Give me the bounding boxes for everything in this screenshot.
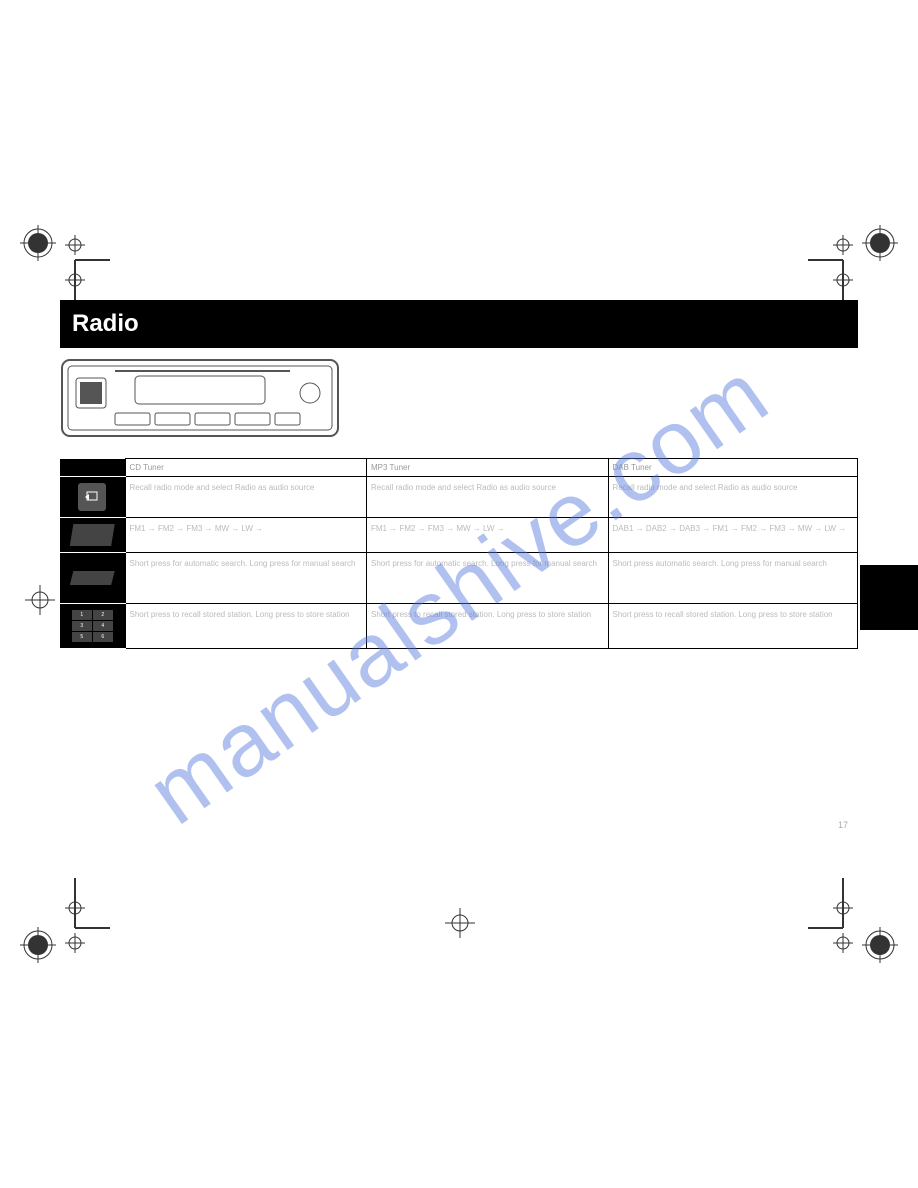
car-radio-diagram bbox=[60, 358, 340, 438]
table-row: Short press for automatic search. Long p… bbox=[60, 553, 858, 604]
band-button-icon bbox=[70, 524, 115, 546]
row-label-preset: 123456 bbox=[60, 604, 125, 649]
source-icon bbox=[78, 483, 106, 511]
cell: FM1 → FM2 → FM3 → MW → LW → bbox=[367, 518, 609, 553]
crop-mark-bottom-center bbox=[430, 893, 490, 953]
row-label-source bbox=[60, 477, 125, 518]
cell: Short press automatic search. Long press… bbox=[608, 553, 858, 604]
table-row: FM1 → FM2 → FM3 → MW → LW → FM1 → FM2 → … bbox=[60, 518, 858, 553]
cell: Short press for automatic search. Long p… bbox=[367, 553, 609, 604]
side-page-tab bbox=[860, 565, 918, 630]
col-header-dab: DAB Tuner bbox=[608, 459, 858, 477]
preset-buttons-icon: 123456 bbox=[72, 610, 113, 642]
row-label-band bbox=[60, 518, 125, 553]
cell: Recall radio mode and select Radio as au… bbox=[367, 477, 609, 518]
row-label-tune bbox=[60, 553, 125, 604]
table-row: 123456 Short press to recall stored stat… bbox=[60, 604, 858, 649]
page-content: Radio CD Tuner MP bbox=[60, 300, 858, 649]
cell: FM1 → FM2 → FM3 → MW → LW → bbox=[125, 518, 367, 553]
col-header-empty bbox=[60, 459, 125, 477]
cell: Short press to recall stored station. Lo… bbox=[125, 604, 367, 649]
cell: DAB1 → DAB2 → DAB3 → FM1 → FM2 → FM3 → M… bbox=[608, 518, 858, 553]
col-header-mp3: MP3 Tuner bbox=[367, 459, 609, 477]
cell: Recall radio mode and select Radio as au… bbox=[125, 477, 367, 518]
crop-mark-bottom-left bbox=[20, 873, 110, 963]
cell: Short press to recall stored station. Lo… bbox=[367, 604, 609, 649]
page-number: 17 bbox=[838, 820, 848, 830]
crop-mark-side-left bbox=[15, 575, 65, 625]
col-header-cd: CD Tuner bbox=[125, 459, 367, 477]
tune-button-icon bbox=[70, 571, 115, 585]
cell: Short press for automatic search. Long p… bbox=[125, 553, 367, 604]
section-title: Radio bbox=[72, 310, 139, 338]
radio-functions-table: CD Tuner MP3 Tuner DAB Tuner Recall radi… bbox=[60, 458, 858, 649]
table-row: Recall radio mode and select Radio as au… bbox=[60, 477, 858, 518]
cell: Recall radio mode and select Radio as au… bbox=[608, 477, 858, 518]
cell: Short press to recall stored station. Lo… bbox=[608, 604, 858, 649]
section-header: Radio bbox=[60, 300, 858, 348]
crop-mark-bottom-right bbox=[808, 873, 898, 963]
